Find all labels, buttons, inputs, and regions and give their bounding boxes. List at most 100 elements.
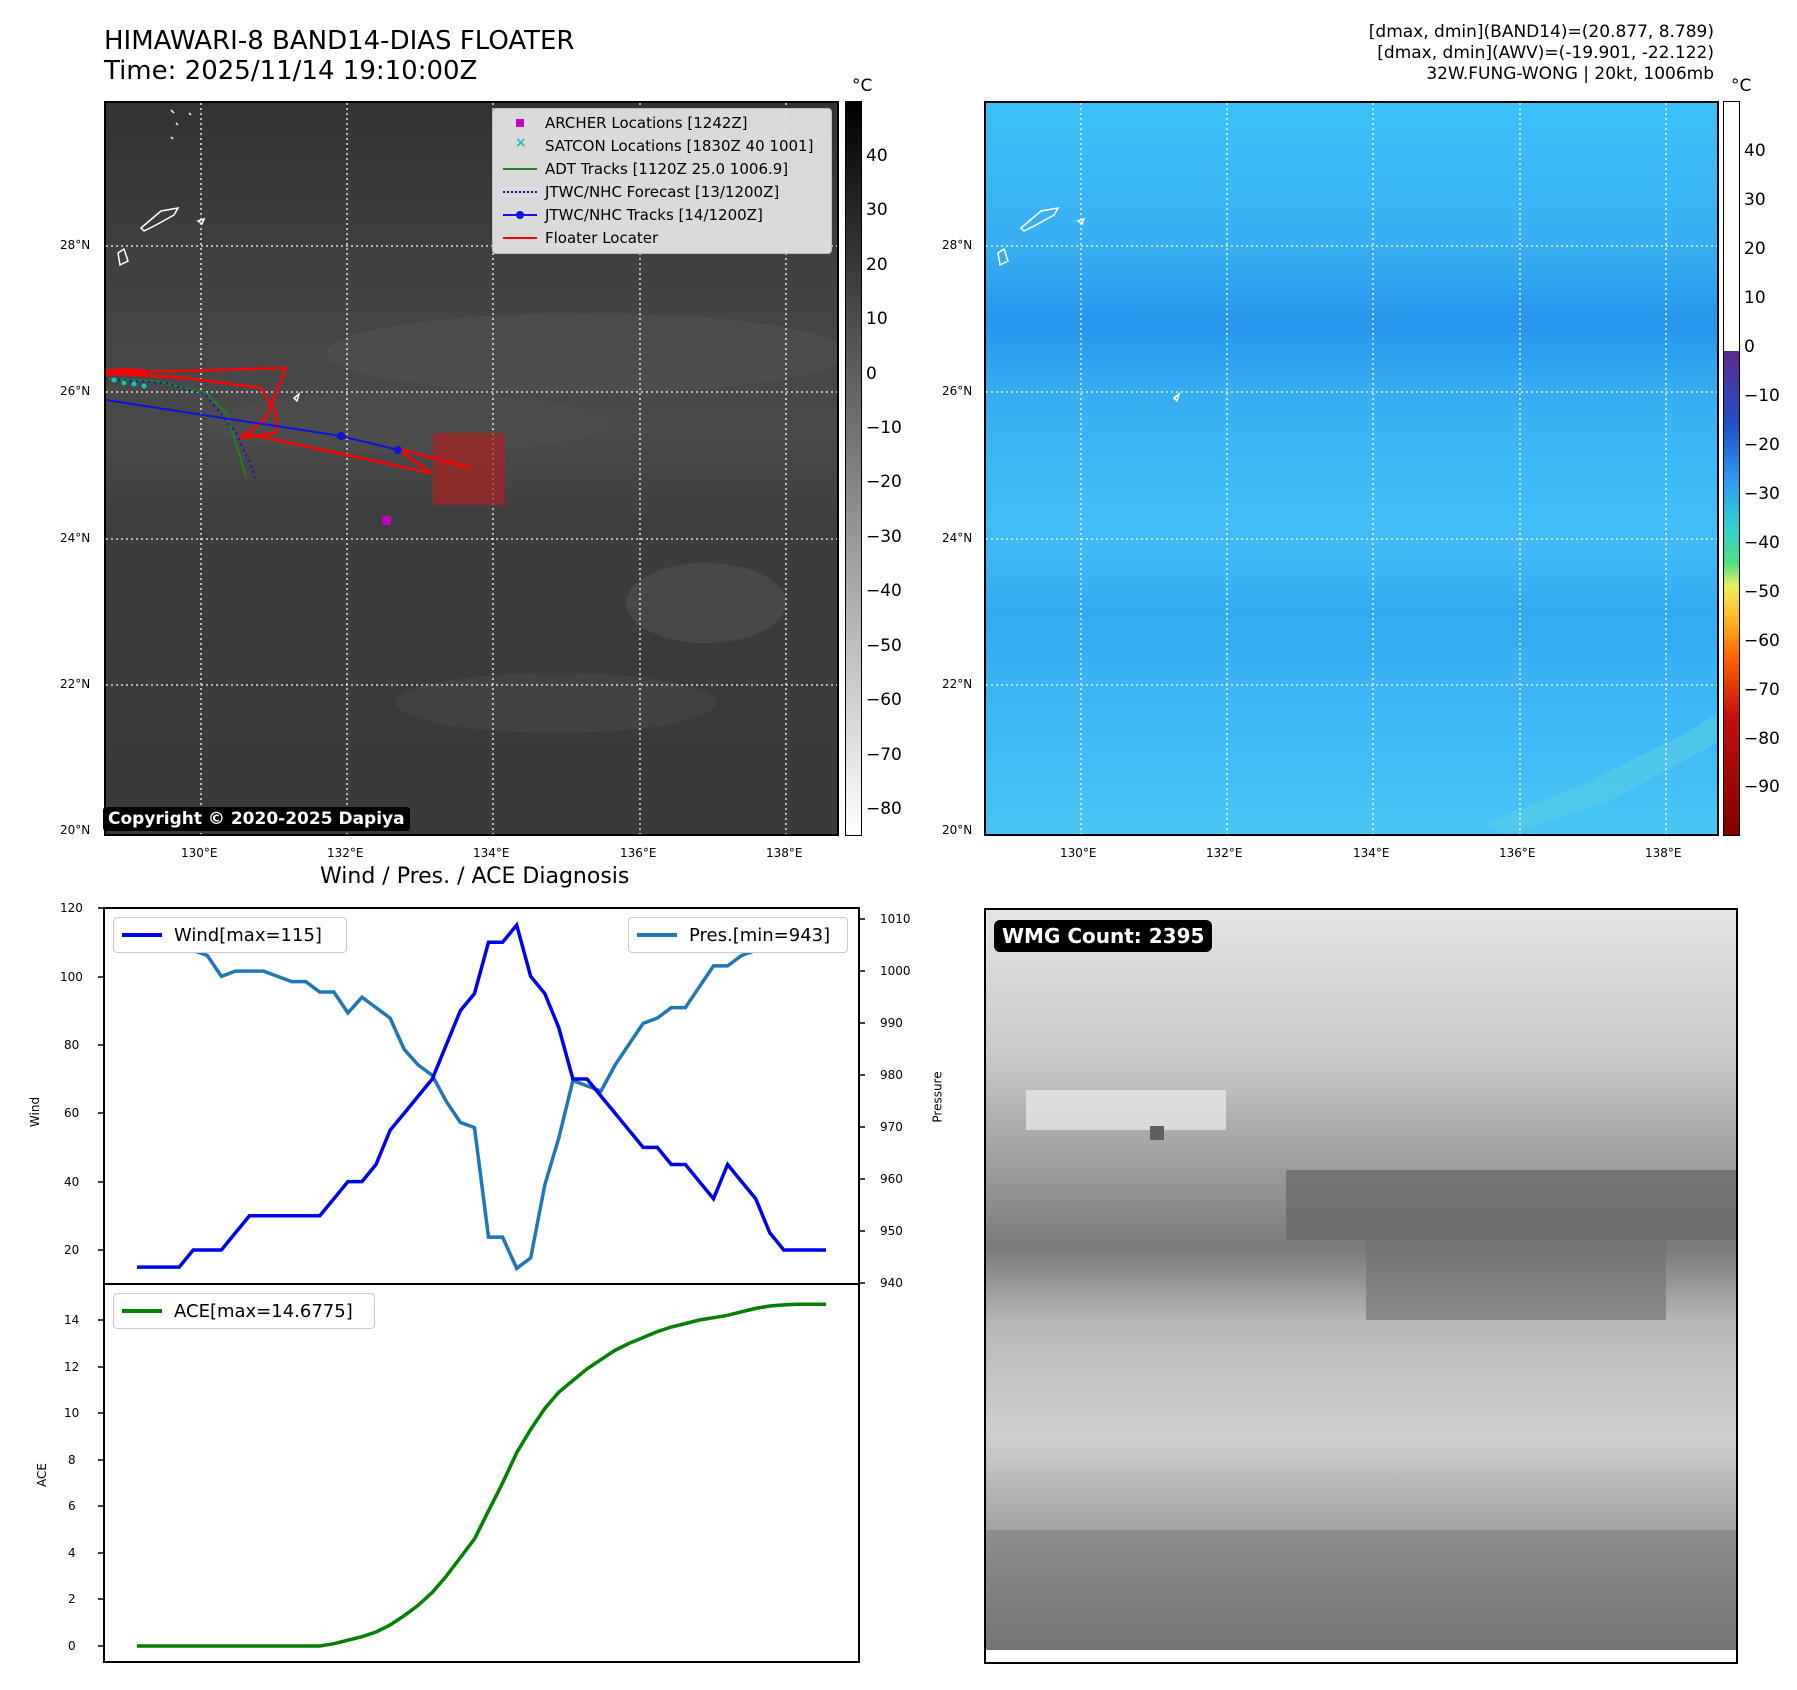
lat-label: 26°N [942,384,973,398]
wind-tick: 100 [60,970,83,984]
ace-axis-label: ACE [34,1463,49,1487]
ace-tick: 4 [68,1546,76,1560]
lon-label: 130°E [1060,846,1097,860]
wv-cb-tick: −60 [1744,631,1780,651]
pres-tick: 980 [880,1068,903,1082]
wmg-panel [984,908,1738,1664]
lon-label: 130°E [181,846,218,860]
lat-label: 24°N [942,531,973,545]
lon-label: 136°E [1499,846,1536,860]
ir-legend: ARCHER Locations [1242Z] × SATCON Locati… [492,108,832,254]
ir-cb-tick: 30 [866,200,888,220]
header-title-block: HIMAWARI-8 BAND14-DIAS FLOATER Time: 202… [104,26,574,86]
wv-cb-tick: −90 [1744,777,1780,797]
pres-tick: 960 [880,1172,903,1186]
wv-coastline-shapes [997,206,1181,403]
pres-tick: 1000 [880,964,911,978]
ace-tick: 12 [64,1360,80,1374]
pressure-series-line [135,932,826,1272]
wind-legend: Wind[max=115] [113,917,347,953]
legend-item-floater: Floater Locater [503,228,658,248]
awv-stats: [dmax, dmin](AWV)=(-19.901, -22.122) [1377,43,1714,63]
lat-label: 28°N [60,238,91,252]
legend-item-jtwc-forecast: JTWC/NHC Forecast [13/1200Z] [503,182,779,202]
ace-tick: 6 [68,1499,76,1513]
wmg-count-badge: WMG Count: 2395 [994,920,1213,952]
ir-cb-tick: 20 [866,255,888,275]
ir-cb-tick: −10 [866,418,902,438]
copyright-badge: Copyright © 2020-2025 Dapiya [103,807,410,831]
wmg-image [986,910,1736,1662]
wind-plot-frame [103,907,860,1285]
wv-colorbar-unit: °C [1731,76,1752,96]
ace-tick: 2 [68,1592,76,1606]
lat-label: 24°N [60,531,91,545]
ir-colorbar-unit: °C [852,76,873,96]
legend-item-jtwc-tracks: JTWC/NHC Tracks [14/1200Z] [503,205,763,225]
ace-plot-frame [103,1283,860,1663]
satcon-markers [111,377,147,389]
wind-legend-swatch [122,933,162,937]
floater-locater-track [106,366,288,440]
ace-series-line [137,1302,826,1648]
lon-label: 132°E [1206,846,1243,860]
wv-cb-tick: −40 [1744,533,1780,553]
legend-item-archer: ARCHER Locations [1242Z] [503,113,748,133]
pres-tick: 970 [880,1120,903,1134]
ir-cb-tick: 10 [866,309,888,329]
lon-label: 134°E [473,846,510,860]
main-title: HIMAWARI-8 BAND14-DIAS FLOATER [104,26,575,56]
pres-tick: 940 [880,1276,903,1290]
lon-label: 136°E [620,846,657,860]
floater-box [433,433,505,505]
ir-cb-tick: −80 [866,799,902,819]
wv-satellite-panel [984,101,1719,836]
ir-cb-tick: 40 [866,146,888,166]
ace-legend: ACE[max=14.6775] [113,1293,375,1329]
wv-cb-tick: −50 [1744,582,1780,602]
lon-label: 134°E [1353,846,1390,860]
pres-tick: 1010 [880,912,911,926]
pres-legend: Pres.[min=943] [628,917,848,953]
pres-tick: 990 [880,1016,903,1030]
ace-legend-label: ACE[max=14.6775] [174,1300,353,1322]
ace-tick: 0 [68,1639,76,1653]
wv-cb-tick: −70 [1744,680,1780,700]
ir-cb-tick: 0 [866,364,877,384]
legend-item-adt: ADT Tracks [1120Z 25.0 1006.9] [503,159,788,179]
band14-stats: [dmax, dmin](BAND14)=(20.877, 8.789) [1368,22,1714,42]
ir-cb-tick: −60 [866,690,902,710]
wind-tick: 40 [64,1175,80,1189]
ace-tick: 10 [64,1406,80,1420]
coastline-shapes [117,109,301,403]
legend-item-satcon: × SATCON Locations [1830Z 40 1001] [515,135,814,155]
wv-cb-tick: 0 [1744,337,1755,357]
ir-cb-tick: −20 [866,472,902,492]
lat-label: 20°N [60,823,91,837]
archer-marker [382,516,391,525]
pres-axis-ticks [859,918,865,1284]
wind-axis-ticks [98,907,104,1251]
ace-tick: 14 [64,1313,80,1327]
lon-label: 138°E [766,846,803,860]
ace-axis-ticks [98,1319,104,1647]
lat-label: 22°N [60,677,91,691]
wv-cb-tick: −80 [1744,729,1780,749]
storm-info: 32W.FUNG-WONG | 20kt, 1006mb [1426,64,1714,84]
pressure-axis-label: Pressure [930,1071,945,1123]
wv-cb-tick: −20 [1744,435,1780,455]
lon-label: 132°E [327,846,364,860]
wv-cb-tick: 10 [1744,288,1766,308]
ir-satellite-panel: ARCHER Locations [1242Z] × SATCON Locati… [104,101,839,836]
lat-label: 20°N [942,823,973,837]
time-label: Time: 2025/11/14 19:10:00Z [104,56,478,86]
ace-tick: 8 [68,1453,76,1467]
ace-legend-swatch [122,1309,162,1313]
wind-tick: 80 [64,1038,80,1052]
lat-label: 22°N [942,677,973,691]
wv-map-canvas [986,103,1717,834]
diagnosis-title: Wind / Pres. / ACE Diagnosis [320,864,630,889]
wv-cb-tick: 20 [1744,239,1766,259]
wind-legend-label: Wind[max=115] [174,924,322,946]
wind-series-line [137,921,826,1269]
